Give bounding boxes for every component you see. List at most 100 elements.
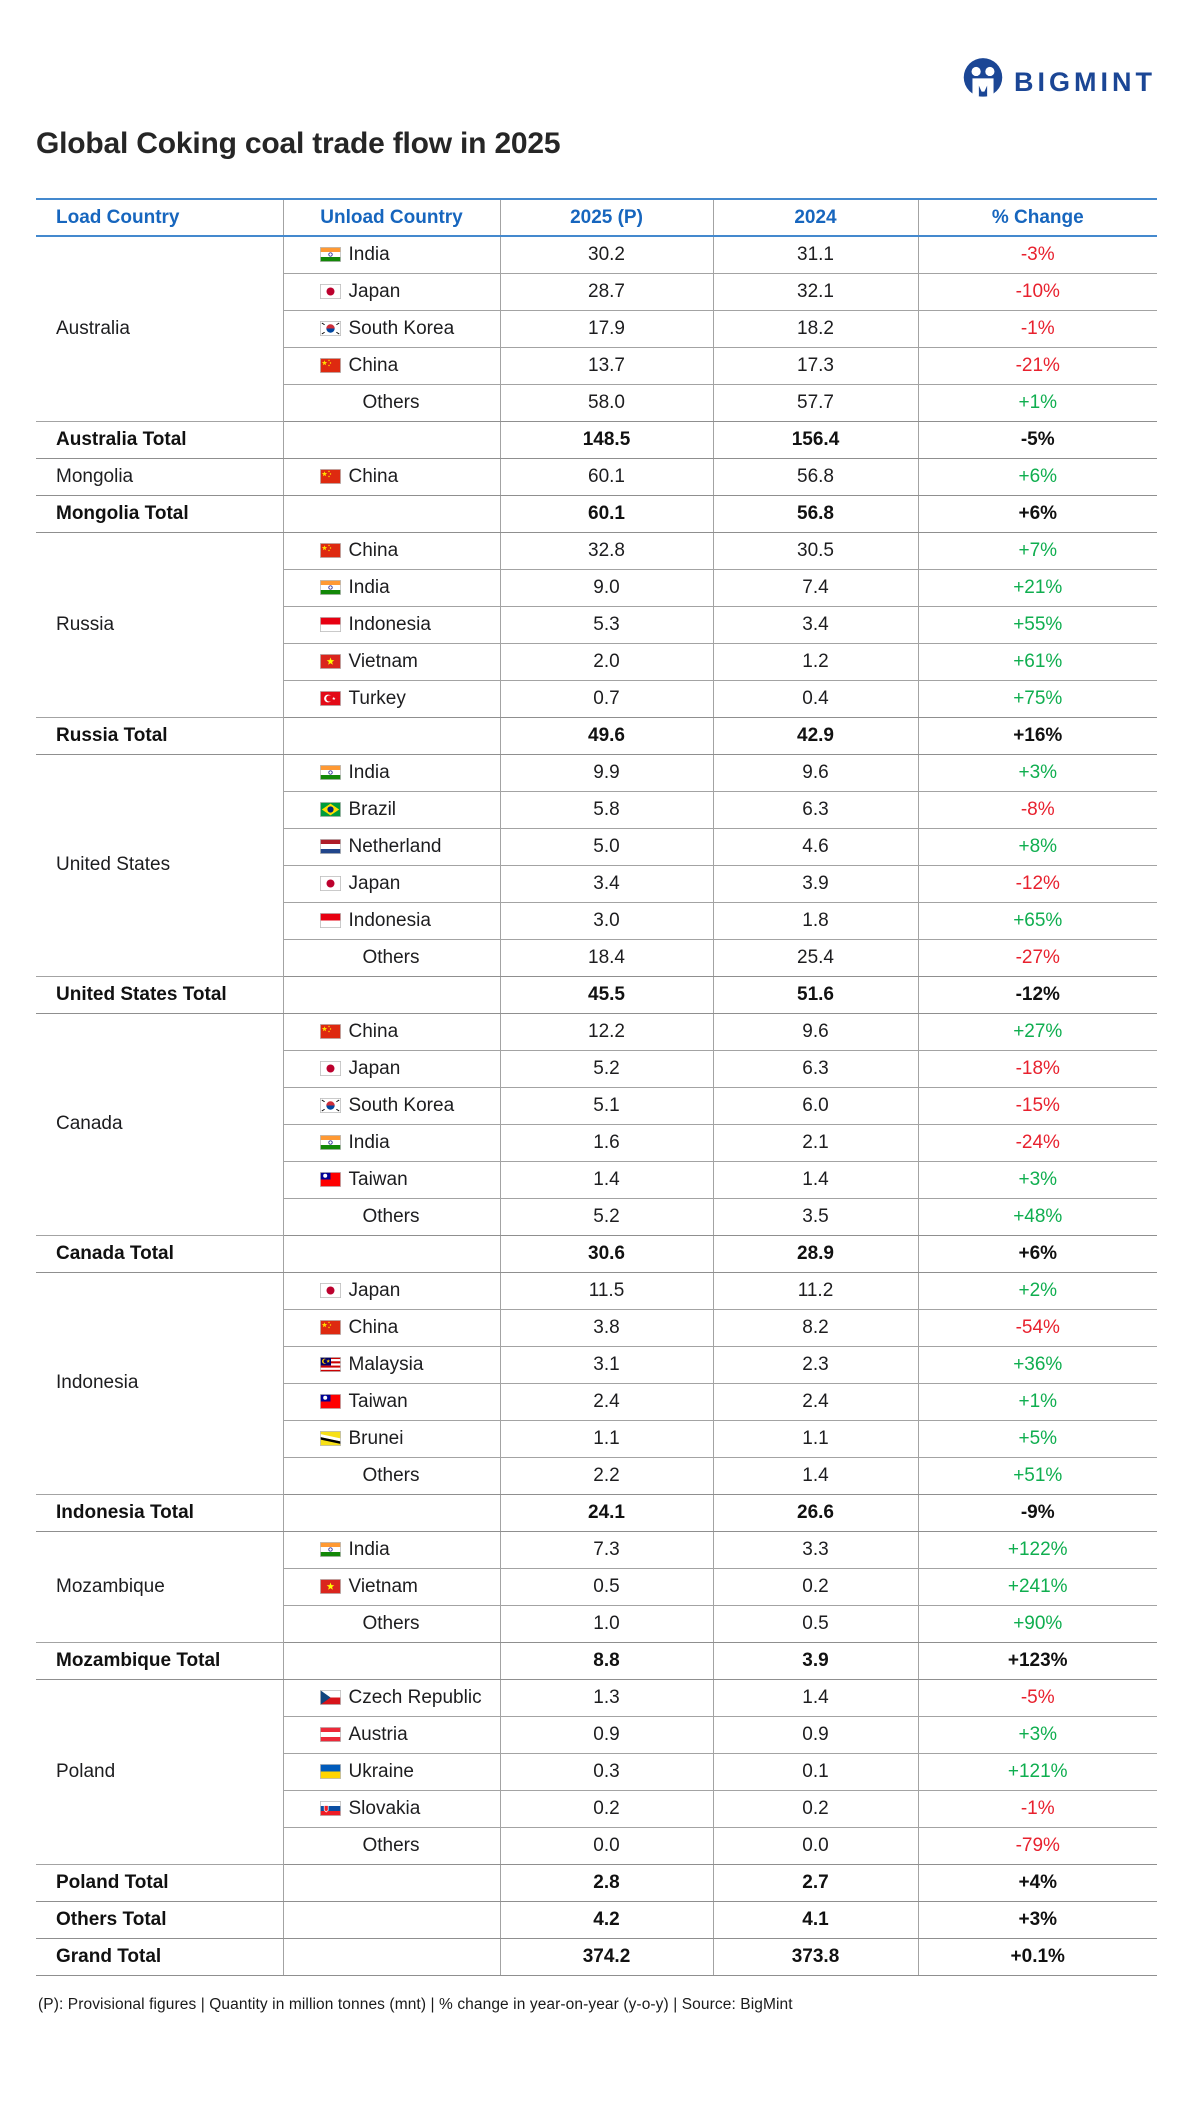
- total-2024-cell: 3.9: [712, 1642, 918, 1680]
- unload-country-label: Japan: [348, 872, 401, 894]
- unload-country-label: Vietnam: [348, 650, 418, 672]
- total-2024-cell: 51.6: [712, 976, 918, 1014]
- flag-tw-icon: [319, 1394, 341, 1409]
- total-2024-cell: 26.6: [712, 1494, 918, 1532]
- column-header-2025-p-: 2025 (P): [499, 198, 713, 237]
- value-2025-cell: 1.6: [499, 1124, 713, 1162]
- value-2024-cell: 4.6: [712, 828, 918, 866]
- flag-in-icon: [319, 580, 341, 595]
- table-row: Others 58.0 57.7 +1%: [36, 384, 1157, 422]
- load-country-cell: Indonesia: [36, 1272, 283, 1495]
- value-2025-cell: 9.9: [499, 754, 713, 792]
- trade-flow-table: Load Country Unload Country 2025 (P) 2024% …: [36, 198, 1157, 1976]
- percent-change-cell: +1%: [917, 1383, 1157, 1421]
- unload-country-cell: India: [282, 569, 500, 607]
- unload-country-label: Brazil: [348, 798, 397, 820]
- percent-change-cell: +122%: [917, 1531, 1157, 1569]
- percent-change-cell: +27%: [917, 1013, 1157, 1051]
- table-row: Indonesia 5.3 3.4 +55%: [36, 606, 1157, 644]
- value-2024-cell: 6.3: [712, 1050, 918, 1088]
- value-2024-cell: 3.4: [712, 606, 918, 644]
- table-row: Russia China 32.8 30.5 +7%: [36, 532, 1157, 718]
- total-2025-cell: 49.6: [499, 717, 713, 755]
- unload-country-cell: Others: [282, 1827, 500, 1865]
- value-2024-cell: 0.2: [712, 1790, 918, 1828]
- table-row: China 13.7 17.3 -21%: [36, 347, 1157, 385]
- total-empty-cell: [282, 421, 500, 459]
- total-row: Others Total 4.2 4.1 +3%: [36, 1901, 1157, 1939]
- percent-change-cell: -18%: [917, 1050, 1157, 1088]
- value-2025-cell: 1.0: [499, 1605, 713, 1643]
- total-2025-cell: 30.6: [499, 1235, 713, 1273]
- total-empty-cell: [282, 1494, 500, 1532]
- total-empty-cell: [282, 976, 500, 1014]
- table-row: Vietnam 2.0 1.2 +61%: [36, 643, 1157, 681]
- unload-country-label: China: [348, 1020, 399, 1042]
- total-2024-cell: 156.4: [712, 421, 918, 459]
- value-2024-cell: 56.8: [712, 458, 918, 496]
- unload-country-label: South Korea: [348, 317, 455, 339]
- value-2025-cell: 3.0: [499, 902, 713, 940]
- table-row: Turkey 0.7 0.4 +75%: [36, 680, 1157, 718]
- percent-change-cell: +90%: [917, 1605, 1157, 1643]
- flag-jp-icon: [319, 876, 341, 891]
- total-empty-cell: [282, 1864, 500, 1902]
- value-2024-cell: 1.4: [712, 1457, 918, 1495]
- percent-change-cell: +5%: [917, 1420, 1157, 1458]
- flag-in-icon: [319, 247, 341, 263]
- table-row: Taiwan 2.4 2.4 +1%: [36, 1383, 1157, 1421]
- flag-nl-icon: [319, 839, 341, 854]
- flag-cn-icon: [319, 543, 341, 558]
- load-country-cell: Mozambique: [36, 1531, 283, 1643]
- value-2024-cell: 1.2: [712, 643, 918, 681]
- total-empty-cell: [282, 1938, 500, 1976]
- percent-change-cell: -3%: [917, 236, 1157, 274]
- table-row: Brazil 5.8 6.3 -8%: [36, 791, 1157, 829]
- flag-cn-icon: [319, 1024, 341, 1039]
- value-2025-cell: 7.3: [499, 1531, 713, 1569]
- value-2024-cell: 9.6: [712, 1013, 918, 1051]
- unload-country-cell: Malaysia: [282, 1346, 500, 1384]
- flag-in-icon: [319, 1135, 341, 1150]
- total-label: Indonesia Total: [36, 1494, 283, 1532]
- percent-change-cell: -8%: [917, 791, 1157, 829]
- total-label: Mongolia Total: [36, 495, 283, 533]
- value-2025-cell: 3.1: [499, 1346, 713, 1384]
- bigmint-logo-text: BIGMINT: [1014, 66, 1156, 97]
- unload-country-cell: Indonesia: [282, 902, 500, 940]
- unload-country-cell: China: [282, 458, 500, 496]
- value-2025-cell: 28.7: [499, 273, 713, 311]
- value-2024-cell: 31.1: [712, 236, 918, 274]
- unload-country-cell: Ukraine: [282, 1753, 500, 1791]
- value-2024-cell: 3.9: [712, 865, 918, 903]
- unload-country-label: Netherland: [348, 835, 442, 857]
- value-2024-cell: 0.0: [712, 1827, 918, 1865]
- value-2025-cell: 2.2: [499, 1457, 713, 1495]
- total-row: Indonesia Total 24.1 26.6 -9%: [36, 1494, 1157, 1532]
- column-header-unload-country: Unload Country: [282, 198, 500, 237]
- total-label: Others Total: [36, 1901, 283, 1939]
- value-2025-cell: 9.0: [499, 569, 713, 607]
- value-2025-cell: 5.1: [499, 1087, 713, 1125]
- total-label: Australia Total: [36, 421, 283, 459]
- percent-change-cell: +6%: [917, 458, 1157, 496]
- table-row: Poland Czech Republic 1.3 1.4 -5%: [36, 1679, 1157, 1865]
- unload-country-label: China: [348, 1316, 399, 1338]
- percent-change-cell: -79%: [917, 1827, 1157, 1865]
- value-2025-cell: 1.4: [499, 1161, 713, 1199]
- unload-country-label: India: [348, 243, 390, 265]
- value-2025-cell: 0.3: [499, 1753, 713, 1791]
- percent-change-cell: +7%: [917, 532, 1157, 570]
- value-2025-cell: 1.3: [499, 1679, 713, 1717]
- value-2024-cell: 11.2: [712, 1272, 918, 1310]
- flag-kr-icon: [319, 1098, 341, 1113]
- unload-country-cell: Vietnam: [282, 643, 500, 681]
- unload-country-cell: China: [282, 1309, 500, 1347]
- bigmint-logo-icon: [961, 56, 1005, 108]
- value-2024-cell: 1.8: [712, 902, 918, 940]
- percent-change-cell: +36%: [917, 1346, 1157, 1384]
- value-2025-cell: 5.3: [499, 606, 713, 644]
- percent-change-cell: +241%: [917, 1568, 1157, 1606]
- flag-jp-icon: [319, 1283, 341, 1298]
- total-row: Poland Total 2.8 2.7 +4%: [36, 1864, 1157, 1902]
